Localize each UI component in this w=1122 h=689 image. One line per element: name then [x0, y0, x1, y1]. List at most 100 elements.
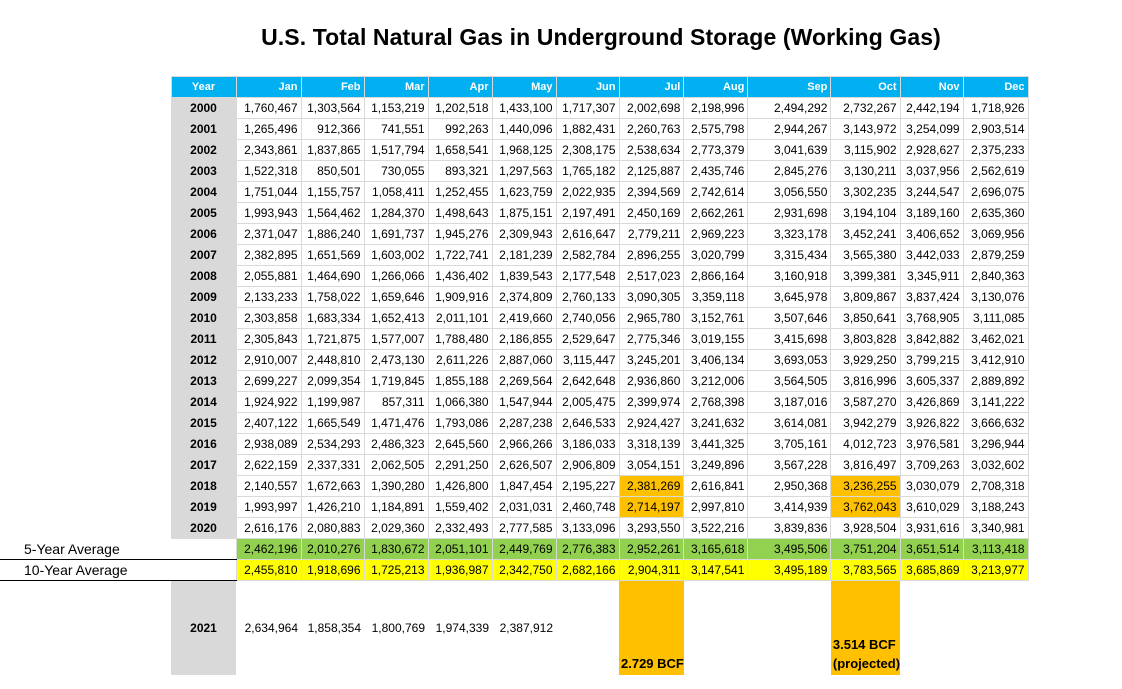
- header-month: Nov: [899, 76, 964, 98]
- value-cell: 1,155,757: [300, 181, 365, 203]
- value-cell: 2,517,023: [618, 265, 685, 287]
- year-cell: 2005: [170, 202, 237, 224]
- value-cell: 2,635,360: [962, 202, 1029, 224]
- value-cell: 3,799,215: [899, 349, 964, 371]
- value-cell: 2,760,133: [555, 286, 620, 308]
- row-spacer: [0, 392, 171, 413]
- value-cell: 3,976,581: [899, 433, 964, 455]
- row-spacer: [0, 455, 171, 476]
- value-cell: 2,616,647: [555, 223, 620, 245]
- average-value: 3,213,977: [962, 559, 1029, 581]
- header-month: May: [491, 76, 557, 98]
- value-cell: 1,968,125: [491, 139, 557, 161]
- header-row: Year Jan Feb Mar Apr May Jun Jul Aug Sep Oct Nov Dec: [0, 76, 1029, 98]
- value-cell: 1,284,370: [363, 202, 429, 224]
- value-cell: 2,031,031: [491, 496, 557, 518]
- year-cell: 2000: [170, 97, 237, 119]
- value-cell: 2,260,763: [618, 118, 685, 140]
- value-cell: 2,611,226: [427, 349, 493, 371]
- value-cell: 3,931,616: [899, 517, 964, 539]
- average-value: 3,113,418: [962, 538, 1029, 560]
- value-cell: 1,758,022: [300, 286, 365, 308]
- table-row: 2006 2,371,047 1,886,240 1,691,737 1,945,276…: [0, 223, 1029, 245]
- value-cell: 1,858,354: [307, 621, 361, 635]
- row-spacer: [0, 287, 171, 308]
- value-cell: 3,188,243: [962, 496, 1029, 518]
- value-cell: 2,779,211: [618, 223, 685, 245]
- year-cell: 2020: [170, 517, 237, 539]
- average-value: 2,010,276: [300, 538, 365, 560]
- value-cell: 1,658,541: [427, 139, 493, 161]
- table-row: 2015 2,407,122 1,665,549 1,471,476 1,793,086…: [0, 412, 1029, 434]
- value-cell: 2,931,698: [747, 202, 832, 224]
- value-cell: 2,473,130: [363, 349, 429, 371]
- table-row: 2001 1,265,496 912,366 741,551 992,263 1,440,…: [0, 118, 1029, 140]
- value-cell: 3,056,550: [747, 181, 832, 203]
- table-row: 2016 2,938,089 2,534,293 2,486,323 2,645,560…: [0, 433, 1029, 455]
- value-cell: 3,189,160: [899, 202, 964, 224]
- value-cell: 2,442,194: [899, 97, 964, 119]
- value-cell: 3,315,434: [747, 244, 832, 266]
- row-spacer: [0, 182, 171, 203]
- value-cell: 2,575,798: [683, 118, 749, 140]
- value-cell: 3,340,981: [962, 517, 1029, 539]
- value-cell: 2,538,634: [618, 139, 685, 161]
- header-month: Feb: [300, 76, 365, 98]
- value-cell: 2,936,860: [618, 370, 685, 392]
- value-cell: 2,626,507: [491, 454, 557, 476]
- value-cell: 3,442,033: [899, 244, 964, 266]
- table-row: 2011 2,305,843 1,721,875 1,577,007 1,788,480…: [0, 328, 1029, 350]
- value-cell: 3,666,632: [962, 412, 1029, 434]
- year-cell: 2014: [170, 391, 237, 413]
- value-cell: 3,069,956: [962, 223, 1029, 245]
- value-cell: 2,309,943: [491, 223, 557, 245]
- row-spacer: [0, 140, 171, 161]
- value-cell: 2,642,648: [555, 370, 620, 392]
- value-cell: 3,186,033: [555, 433, 620, 455]
- table-row: 2000 1,760,467 1,303,564 1,153,219 1,202,518…: [0, 97, 1029, 119]
- value-cell: 2,966,266: [491, 433, 557, 455]
- value-cell: 3,809,867: [830, 286, 901, 308]
- value-cell: 3,130,076: [962, 286, 1029, 308]
- year-cell: 2021: [171, 580, 236, 675]
- value-cell: 1,559,402: [427, 496, 493, 518]
- value-cell: 2,938,089: [235, 433, 302, 455]
- value-cell: 2,840,363: [962, 265, 1029, 287]
- value-cell: 1,945,276: [427, 223, 493, 245]
- value-cell: 2,944,267: [747, 118, 832, 140]
- average-value: 3,495,189: [747, 559, 832, 581]
- value-cell: 2,125,887: [618, 160, 685, 182]
- value-cell: 893,321: [427, 160, 493, 182]
- empty-cell: [556, 581, 619, 676]
- row-spacer: [0, 308, 171, 329]
- year-cell: 2001: [170, 118, 237, 140]
- value-cell: 3,212,006: [683, 370, 749, 392]
- table-row: 2004 1,751,044 1,155,757 1,058,411 1,252,455…: [0, 181, 1029, 203]
- value-cell: 3,041,639: [747, 139, 832, 161]
- average-value: 1,725,213: [363, 559, 429, 581]
- header-month: Mar: [363, 76, 429, 98]
- value-cell: 1,882,431: [555, 118, 620, 140]
- average-value: 2,051,101: [427, 538, 493, 560]
- year-cell: 2018: [170, 475, 237, 497]
- value-cell: 730,055: [363, 160, 429, 182]
- value-cell: 2,616,841: [683, 475, 749, 497]
- value-cell: 3,037,956: [899, 160, 964, 182]
- value-cell: 2,732,267: [830, 97, 901, 119]
- value-cell: 2,696,075: [962, 181, 1029, 203]
- row-spacer: [0, 266, 171, 287]
- value-cell: 2,371,047: [235, 223, 302, 245]
- value-cell: 3,816,497: [830, 454, 901, 476]
- value-cell: 2,845,276: [747, 160, 832, 182]
- value-cell: 2,269,564: [491, 370, 557, 392]
- header-month: Jun: [555, 76, 620, 98]
- value-cell: 2,616,176: [235, 517, 302, 539]
- table-row: 2018 2,140,557 1,672,663 1,390,280 1,426,800…: [0, 475, 1029, 497]
- value-cell: 2,375,233: [962, 139, 1029, 161]
- value-cell: 3,693,053: [747, 349, 832, 371]
- value-cell: 1,788,480: [427, 328, 493, 350]
- value-cell: 3,839,836: [747, 517, 832, 539]
- value-cell: 2,002,698: [618, 97, 685, 119]
- value-cell: 1,652,413: [363, 307, 429, 329]
- year-cell: 2017: [170, 454, 237, 476]
